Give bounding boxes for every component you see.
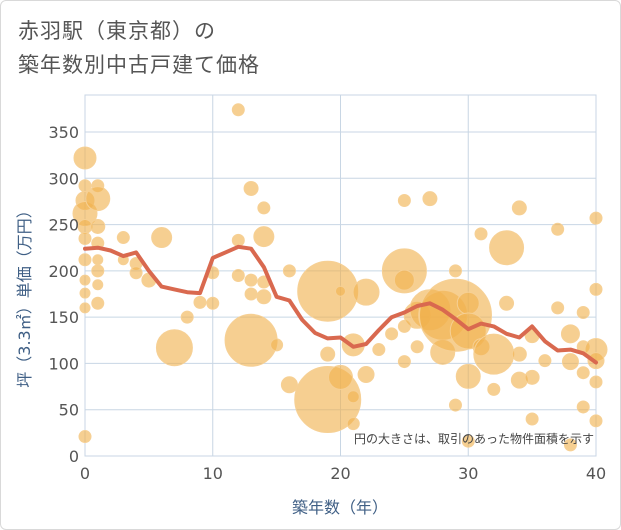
- bubble-point: [91, 264, 105, 278]
- bubble-point: [589, 375, 603, 389]
- bubble-point: [328, 364, 353, 390]
- bubble-point: [231, 103, 245, 117]
- bubble-point: [320, 346, 336, 362]
- bubble-point: [397, 355, 411, 369]
- bubble-point: [77, 218, 93, 234]
- y-tick-label: 350: [48, 123, 79, 142]
- bubble-point: [589, 282, 603, 296]
- bubble-point: [79, 274, 91, 286]
- y-tick-label: 0: [69, 447, 79, 466]
- bubble-point: [538, 354, 552, 368]
- y-tick-label: 300: [48, 169, 79, 188]
- x-tick-label: 30: [458, 464, 478, 483]
- bubble-point: [206, 296, 220, 310]
- size-note: 円の大きさは、取引のあった物件面積を示す: [354, 431, 594, 446]
- bubble-point: [78, 430, 92, 444]
- bubble-point: [244, 287, 258, 301]
- bubble-point: [79, 287, 91, 299]
- bubble-point: [180, 310, 194, 324]
- bubble-point: [151, 227, 173, 249]
- bubble-point: [243, 180, 259, 196]
- bubble-point: [297, 260, 359, 322]
- bubble-point: [456, 291, 480, 315]
- bubble-point: [511, 200, 527, 216]
- bubble-layer: [72, 103, 608, 452]
- bubble-point: [385, 327, 399, 341]
- bubble-point: [280, 376, 298, 394]
- bubble-point: [90, 218, 106, 234]
- bubble-point: [129, 266, 143, 280]
- bubble-point: [589, 414, 603, 428]
- y-tick-label: 50: [59, 401, 79, 420]
- bubble-point: [257, 201, 271, 215]
- bubble-point: [524, 369, 540, 385]
- x-tick-label: 20: [330, 464, 350, 483]
- bubble-point: [393, 269, 415, 291]
- bubble-point: [397, 194, 411, 208]
- x-axis-label: 築年数（年）: [292, 498, 388, 517]
- bubble-point: [448, 398, 462, 412]
- y-tick-label: 250: [48, 216, 79, 235]
- y-tick-label: 200: [48, 262, 79, 281]
- trend-line: [83, 244, 598, 365]
- bubble-point: [561, 353, 579, 371]
- bubble-point: [78, 231, 92, 245]
- x-tick-label: 0: [80, 464, 90, 483]
- bubble-point: [473, 333, 515, 375]
- bubble-point: [155, 329, 193, 367]
- bubble-point: [525, 412, 539, 426]
- bubble-point: [461, 434, 475, 448]
- y-axis-label: 坪（3.3㎡）単価（万円）: [15, 202, 34, 387]
- bubble-point: [193, 295, 207, 309]
- bubble-point: [560, 324, 580, 344]
- bubble-point: [422, 191, 438, 207]
- bubble-point: [551, 222, 565, 236]
- bubble-point: [563, 438, 577, 452]
- bubble-point: [410, 340, 424, 354]
- y-tick-label: 100: [48, 354, 79, 373]
- bubble-point: [499, 295, 515, 311]
- bubble-point: [231, 233, 245, 247]
- bubble-point: [487, 382, 501, 396]
- bubble-point: [589, 211, 603, 225]
- axes: 0 10 20 30 40 0 50 100 150 200 250 300 350: [48, 123, 606, 483]
- bubble-point: [92, 254, 104, 266]
- bubble-point: [224, 313, 278, 367]
- bubble-point: [372, 343, 386, 357]
- bubble-point: [85, 186, 111, 212]
- bubble-point: [511, 346, 527, 362]
- bubble-point: [79, 302, 91, 314]
- chart-title: 赤羽駅（東京都）の 築年数別中古戸建て価格: [18, 19, 260, 77]
- bubble-point: [346, 417, 360, 431]
- bubble-point: [576, 400, 590, 414]
- bubble-point: [455, 363, 481, 389]
- x-tick-label: 10: [203, 464, 223, 483]
- bubble-point: [474, 227, 488, 241]
- bubble-point: [576, 366, 590, 380]
- bubble-point: [335, 285, 346, 297]
- bubble-point: [256, 289, 272, 305]
- bubble-point: [346, 390, 360, 404]
- bubble-point: [253, 226, 275, 248]
- bubble-point: [78, 253, 92, 267]
- bubble-point: [510, 371, 528, 389]
- bubble-point: [576, 306, 590, 320]
- y-tick-label: 150: [48, 308, 79, 327]
- bubble-point: [448, 264, 462, 278]
- bubble-point: [92, 279, 104, 291]
- bubble-point: [116, 231, 130, 245]
- bubble-point: [270, 338, 284, 352]
- trend-layer: [83, 244, 598, 365]
- bubble-point: [352, 278, 380, 306]
- bubble-point: [489, 230, 525, 266]
- bubble-point: [91, 296, 105, 310]
- bubble-point: [282, 264, 296, 278]
- bubble-point: [244, 273, 258, 287]
- bubble-point: [73, 146, 97, 170]
- x-tick-label: 40: [586, 464, 606, 483]
- bubble-point: [357, 366, 375, 384]
- bubble-point: [231, 269, 245, 282]
- bubble-point: [551, 301, 565, 315]
